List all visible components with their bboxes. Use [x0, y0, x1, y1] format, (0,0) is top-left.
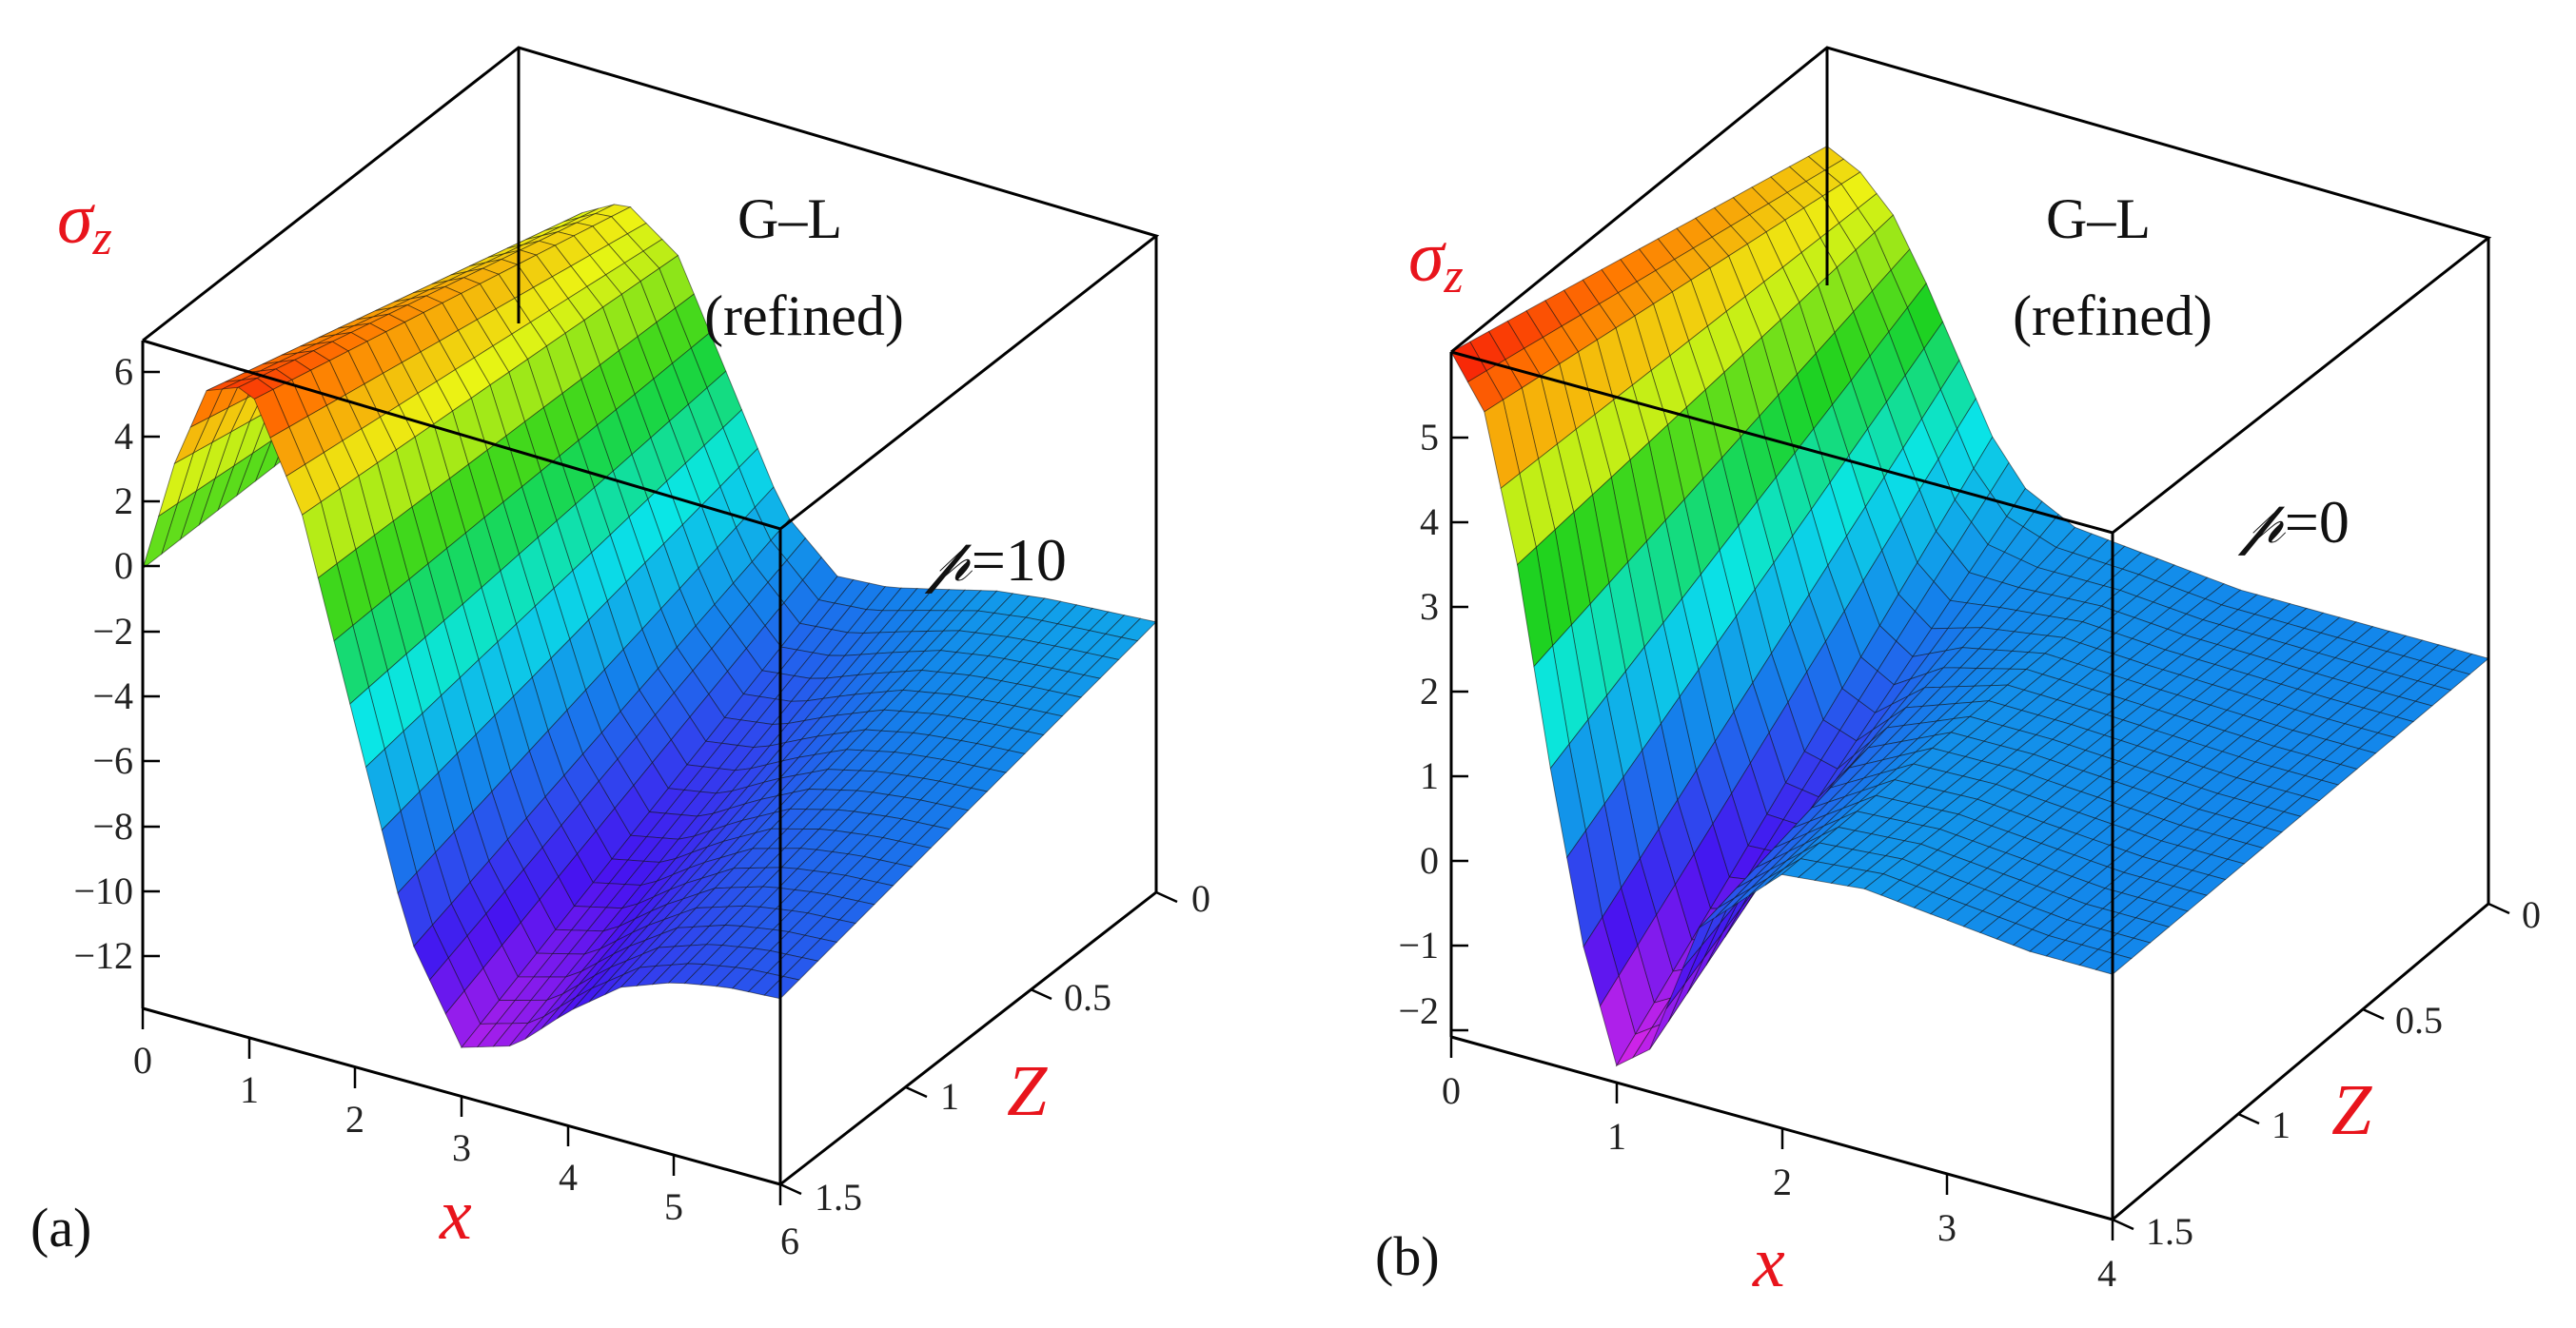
z-tick-label: −6 — [92, 739, 133, 782]
parameter-label-a: 𝓅=10 — [924, 526, 1067, 594]
x-tick-label: 1 — [240, 1068, 259, 1111]
x-axis-a: 0 1 2 3 4 5 6 — [133, 1008, 799, 1262]
x-axis-label-b: x — [1752, 1222, 1785, 1302]
x-tick-label: 6 — [780, 1220, 799, 1262]
y-axis-label-a: Z — [1007, 1051, 1048, 1131]
z-tick-label: 2 — [1420, 670, 1439, 713]
parameter-label-b: 𝓅=0 — [2237, 488, 2350, 556]
z-tick-label: −12 — [73, 934, 133, 977]
annotation-subtitle-a: (refined) — [704, 284, 904, 347]
x-tick-label: 3 — [1937, 1206, 1957, 1249]
z-tick-label: 0 — [1420, 839, 1439, 882]
z-axis-a: 6 4 2 0 −2 −4 −6 −8 −10 −12 — [73, 350, 160, 977]
y-axis-a: 0 0.5 1 1.5 — [779, 877, 1210, 1219]
y-tick-label: 0.5 — [1064, 976, 1111, 1019]
z-tick-label: −1 — [1398, 924, 1439, 967]
z-tick-label: −8 — [92, 805, 133, 848]
z-tick-label: 4 — [1420, 500, 1439, 543]
z-tick-label: 6 — [114, 350, 133, 393]
y-axis-label-b: Z — [2331, 1070, 2372, 1150]
x-tick-label: 1 — [1607, 1115, 1626, 1158]
x-tick-label: 5 — [664, 1185, 683, 1228]
annotation-title-a: G–L — [737, 187, 842, 250]
z-axis-label-a: σz — [57, 179, 112, 265]
z-tick-label: 0 — [114, 544, 133, 587]
x-axis-b: 0 1 2 3 4 — [1442, 1037, 2116, 1295]
x-tick-label: 4 — [2097, 1252, 2116, 1295]
panel-label-b: (b) — [1375, 1225, 1440, 1287]
annotation-subtitle-b: (refined) — [2013, 284, 2212, 347]
z-tick-label: −2 — [92, 610, 133, 653]
z-tick-label: 3 — [1420, 585, 1439, 628]
annotation-title-b: G–L — [2046, 187, 2151, 250]
z-tick-label: 1 — [1420, 754, 1439, 797]
y-tick-label: 1 — [940, 1075, 959, 1118]
panel-b: 5 4 3 2 1 0 −1 −2 0 1 2 3 4 0 0 — [1375, 46, 2541, 1302]
y-axis-b: 0 0.5 1 1.5 — [2112, 893, 2541, 1253]
x-tick-label: 0 — [133, 1039, 152, 1082]
y-tick-label: 0 — [2522, 893, 2541, 936]
surface-a — [142, 204, 1157, 1048]
surface-b — [1450, 146, 2489, 1067]
surface-facet — [763, 975, 800, 1000]
x-tick-label: 2 — [345, 1098, 364, 1141]
z-tick-label: −2 — [1398, 989, 1439, 1032]
panel-label-a: (a) — [30, 1197, 91, 1259]
z-axis-b: 5 4 3 2 1 0 −1 −2 — [1398, 416, 1468, 1032]
z-tick-label: 2 — [114, 479, 133, 522]
z-tick-label: −10 — [73, 869, 133, 912]
y-tick-label: 0.5 — [2395, 999, 2443, 1042]
y-tick-label: 1.5 — [2146, 1210, 2193, 1253]
y-tick-label: 1 — [2271, 1103, 2291, 1146]
x-tick-label: 3 — [452, 1126, 471, 1169]
z-axis-label-b: σz — [1408, 217, 1464, 303]
z-tick-label: 5 — [1420, 416, 1439, 459]
y-tick-label: 0 — [1191, 877, 1210, 920]
z-tick-label: 4 — [114, 415, 133, 458]
bounding-box-b — [1449, 46, 2492, 1221]
panel-a: 6 4 2 0 −2 −4 −6 −8 −10 −12 0 1 2 3 4 5 — [30, 46, 1210, 1262]
x-tick-label: 2 — [1773, 1161, 1792, 1203]
y-tick-label: 1.5 — [815, 1176, 862, 1219]
x-tick-label: 4 — [559, 1156, 578, 1199]
z-tick-label: −4 — [92, 674, 133, 717]
x-tick-label: 0 — [1442, 1069, 1461, 1112]
x-axis-label-a: x — [439, 1175, 472, 1255]
